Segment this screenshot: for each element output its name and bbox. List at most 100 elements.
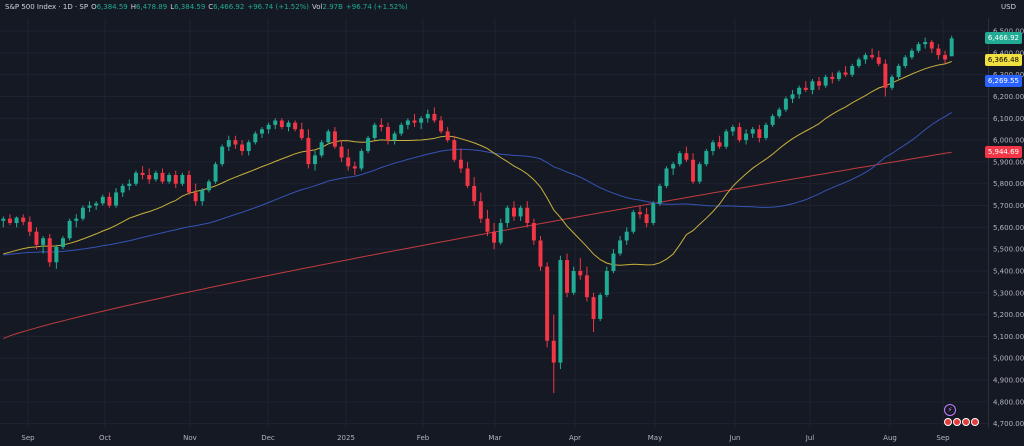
candle-body: [810, 81, 815, 90]
candle: [717, 135, 722, 149]
candle-body: [472, 185, 477, 202]
candle: [578, 257, 583, 280]
candle-body: [220, 146, 225, 165]
candle-body: [27, 221, 32, 232]
lightning-icon[interactable]: ⚡: [944, 404, 956, 416]
x-tick-label: Dec: [261, 434, 275, 442]
candle-body: [399, 124, 404, 134]
candle: [511, 201, 516, 221]
last-price-tag: 6,466.92: [984, 32, 1022, 45]
candle-body: [571, 270, 576, 293]
candle: [326, 129, 331, 145]
candle-body: [273, 120, 278, 125]
candle: [909, 48, 914, 60]
currency-label[interactable]: USD: [1001, 3, 1016, 11]
candle: [863, 52, 868, 64]
candle-body: [180, 175, 185, 184]
candle: [637, 205, 642, 219]
y-tick-label: 4,700.00: [993, 420, 1024, 428]
us-flag-icon[interactable]: [962, 418, 970, 426]
candle: [1, 216, 6, 228]
candle-body: [74, 218, 79, 221]
candle: [737, 122, 742, 143]
candle-body: [326, 131, 331, 143]
candle-body: [385, 127, 390, 141]
candle: [883, 59, 888, 97]
candle-body: [120, 185, 125, 193]
candle: [525, 201, 530, 228]
x-tick-label: May: [648, 434, 662, 442]
y-tick-label: 5,300.00: [993, 289, 1024, 297]
candle: [744, 129, 749, 145]
candle: [850, 63, 855, 77]
candle: [127, 179, 132, 191]
candle: [770, 113, 775, 128]
candle-body: [313, 155, 318, 165]
candle-body: [724, 131, 729, 147]
candle: [299, 122, 304, 141]
candle-body: [637, 212, 642, 215]
candle-body: [425, 113, 430, 119]
event-flags[interactable]: [944, 418, 979, 426]
candle-body: [578, 270, 583, 276]
candle-body: [200, 190, 205, 202]
candle: [498, 218, 503, 245]
candle-body: [452, 140, 457, 160]
candle-body: [54, 246, 59, 263]
candle-body: [253, 133, 258, 143]
candle: [306, 129, 311, 169]
candle: [439, 116, 444, 134]
candle-body: [286, 122, 291, 128]
change-value: +96.74 (+1.52%): [247, 3, 310, 11]
candle: [730, 124, 735, 136]
ma50-path: [3, 111, 952, 256]
candle: [173, 170, 178, 189]
candle-body: [710, 142, 715, 152]
candle: [551, 314, 556, 394]
x-tick-label: Sep: [21, 434, 35, 442]
candle: [379, 118, 384, 132]
candle-body: [598, 294, 603, 319]
symbol-label[interactable]: S&P 500 Index · 1D · SP: [5, 3, 89, 11]
x-tick-label: Feb: [417, 434, 430, 442]
candle-body: [770, 116, 775, 125]
y-tick-label: 4,900.00: [993, 377, 1024, 385]
candle: [876, 50, 881, 66]
candle-body: [127, 183, 132, 186]
us-flag-icon[interactable]: [944, 418, 952, 426]
candle: [584, 266, 589, 302]
candle: [803, 81, 808, 93]
candle: [810, 79, 815, 95]
candle-body: [47, 238, 52, 263]
us-flag-icon[interactable]: [953, 418, 961, 426]
candle: [531, 218, 536, 245]
candle: [332, 127, 337, 149]
candle: [604, 266, 609, 298]
x-tick-label: Jul: [805, 434, 815, 442]
candle-body: [671, 164, 676, 169]
candle: [691, 153, 696, 184]
candle: [293, 120, 298, 132]
candle: [936, 44, 941, 60]
y-tick-label: 5,700.00: [993, 202, 1024, 210]
candle: [425, 109, 430, 123]
x-tick-label: Sep: [936, 434, 950, 442]
y-tick-label: 6,100.00: [993, 115, 1024, 123]
candle: [359, 148, 364, 171]
candle: [657, 183, 662, 206]
us-flag-icon[interactable]: [971, 418, 979, 426]
candle: [783, 96, 788, 112]
candle: [405, 118, 410, 130]
candle: [153, 170, 158, 182]
candle-body: [783, 98, 788, 110]
candle-body: [850, 65, 855, 75]
x-axis-labels: Sep Oct Nov Dec 2025 Feb Mar Apr May Jun Jul Aug Sep: [21, 434, 950, 442]
candle-body: [856, 59, 861, 66]
candle: [385, 122, 390, 145]
candle: [346, 148, 351, 171]
candle-body: [737, 127, 742, 141]
candle: [764, 122, 768, 141]
close-label: C: [208, 3, 214, 11]
candle: [750, 127, 755, 138]
